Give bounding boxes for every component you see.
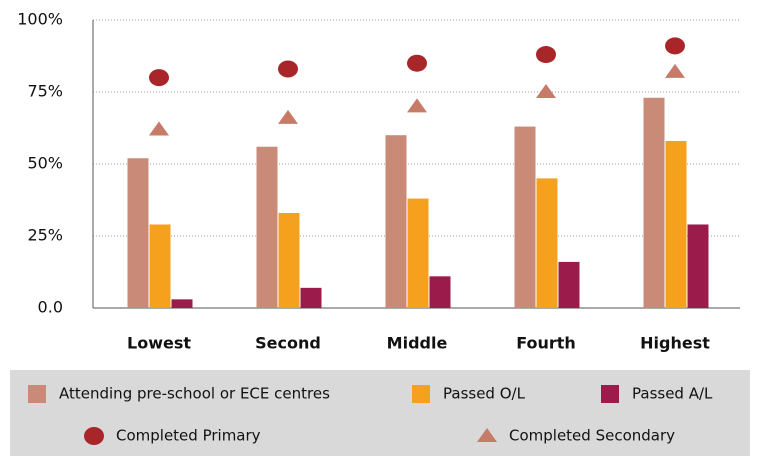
point xyxy=(278,109,298,124)
point xyxy=(149,69,169,87)
bar xyxy=(127,158,149,308)
bar xyxy=(256,146,278,308)
point xyxy=(407,98,427,113)
bar xyxy=(278,212,300,308)
point xyxy=(665,63,685,78)
bar xyxy=(643,97,665,308)
y-tick-label: 75% xyxy=(27,82,63,101)
legend-label: Completed Primary xyxy=(116,427,261,445)
point xyxy=(407,54,427,72)
x-tick-label: Highest xyxy=(640,334,710,353)
legend-box xyxy=(10,370,750,456)
bar xyxy=(429,276,451,308)
bar xyxy=(687,224,709,308)
legend-swatch xyxy=(477,428,497,442)
bar xyxy=(171,299,193,308)
x-tick-label: Second xyxy=(255,334,321,353)
bar xyxy=(514,126,536,308)
legend-label: Attending pre-school or ECE centres xyxy=(59,385,330,403)
point xyxy=(278,60,298,78)
point xyxy=(536,84,556,98)
bar xyxy=(558,261,580,308)
legend-label: Passed A/L xyxy=(632,385,713,403)
point xyxy=(149,121,169,136)
bar xyxy=(149,224,171,308)
point xyxy=(536,46,556,64)
y-tick-label: 50% xyxy=(27,154,63,173)
bar xyxy=(300,287,322,308)
y-tick-label: 100% xyxy=(17,10,63,29)
bar xyxy=(536,178,558,308)
y-tick-label: 25% xyxy=(27,226,63,245)
bar xyxy=(385,135,407,308)
point xyxy=(665,37,685,55)
legend-label: Completed Secondary xyxy=(509,427,675,445)
legend-swatch xyxy=(601,385,619,403)
x-tick-label: Lowest xyxy=(127,334,191,353)
legend-swatch xyxy=(28,385,46,403)
legend-label: Passed O/L xyxy=(443,385,526,403)
legend-swatch xyxy=(412,385,430,403)
x-tick-label: Middle xyxy=(387,334,448,353)
y-tick-label: 0.0 xyxy=(38,298,63,317)
legend-swatch xyxy=(84,427,104,445)
bar xyxy=(665,140,687,308)
x-tick-label: Fourth xyxy=(516,334,576,353)
bar xyxy=(407,198,429,308)
